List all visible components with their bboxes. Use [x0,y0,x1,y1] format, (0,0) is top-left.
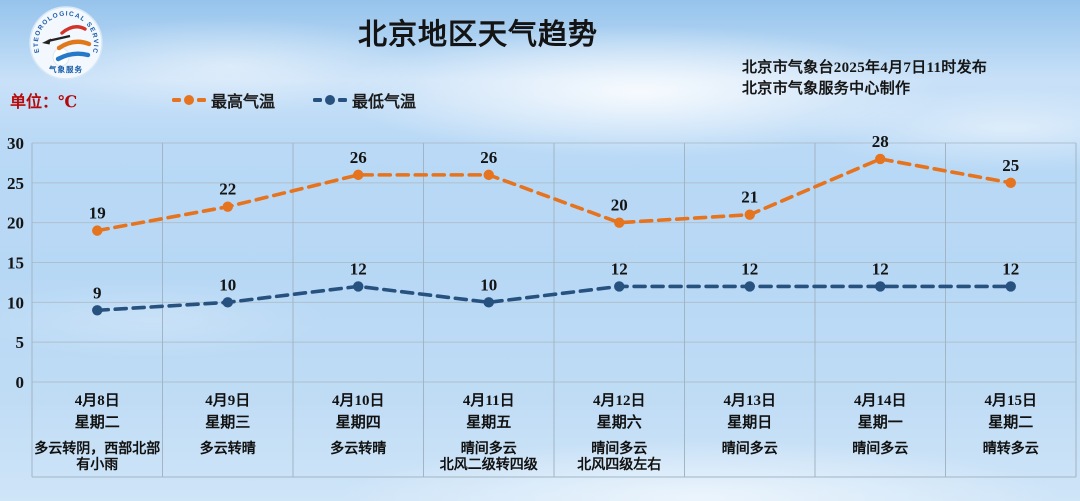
data-point [875,153,886,165]
day-weekday: 星期一 [857,415,903,431]
y-axis-tick: 15 [7,254,24,273]
day-weekday: 星期二 [988,415,1034,431]
data-point-label: 12 [611,259,628,278]
orange-swoosh-icon [56,39,92,51]
data-point [483,297,494,308]
day-column: 4月15日 星期二 晴转多云 [946,383,1077,477]
blue-swoosh-icon [55,51,91,62]
wind-vane-arrowhead [42,38,51,45]
red-swoosh-icon [60,25,87,35]
data-point [92,305,103,316]
legend-label-high-temp: 最高气温 [211,94,276,111]
y-axis-tick: 20 [7,214,24,233]
data-point-label: 28 [872,132,889,151]
day-weather: 晴转多云 [982,442,1039,457]
y-axis-tick: 0 [16,373,25,392]
series-line-high-temp [95,157,1013,233]
unit-label: 单位：℃ [10,94,78,111]
day-weather: 晴间多云 [852,442,909,457]
data-point [222,297,233,308]
series-line-low-temp [95,284,1013,313]
legend-item-low-temp: 最低气温 [313,88,416,112]
data-point-label: 9 [93,283,102,302]
data-point [483,169,494,181]
day-date: 4月13日 [723,393,776,409]
day-column: 4月14日 星期一 晴间多云 [815,383,946,477]
day-date: 4月8日 [74,393,120,409]
high-temp-dashed-line-icon [172,95,206,105]
day-weather: 多云转晴 [330,442,387,457]
data-point [222,201,233,212]
data-point-label: 21 [741,188,758,207]
day-date: 4月11日 [462,393,515,409]
day-date: 4月9日 [205,393,251,409]
y-axis-tick: 25 [7,174,24,193]
data-point [875,281,886,292]
data-point [744,281,755,292]
day-weekday: 星期六 [596,415,642,431]
data-point [744,209,755,220]
data-point [353,169,364,181]
day-weekday: 星期四 [335,415,381,431]
day-date: 4月15日 [984,393,1037,409]
data-point [1005,281,1016,292]
day-weather: 晴间多云 [721,442,778,457]
wind-vane-icon [47,34,71,43]
day-date: 4月12日 [592,393,646,409]
day-column: 4月10日 星期四 多云转晴 [293,383,424,477]
day-column: 4月11日 星期五 晴间多云 北风二级转四级 [424,383,555,477]
day-column: 4月12日 星期六 晴间多云 北风四级左右 [554,383,685,477]
legend-item-high-temp: 最高气温 [172,88,275,112]
day-date: 4月10日 [331,393,385,409]
day-weekday: 星期日 [727,415,773,431]
day-weekday: 星期二 [74,415,120,431]
data-point [1005,177,1016,189]
y-axis-tick: 5 [16,333,25,352]
data-point-label: 20 [611,196,628,215]
data-point-label: 12 [872,259,889,278]
data-point-label: 19 [89,204,106,223]
legend-label-low-temp: 最低气温 [352,94,417,111]
data-point-label: 22 [219,180,236,199]
low-temp-dashed-line-icon [313,95,348,105]
logo-bottom-text: 气象服务 [48,64,83,74]
day-weekday: 星期五 [466,415,512,431]
issue-info: 北京市气象台2025年4月7日11时发布 北京市气象服务中心制作 [742,58,987,100]
day-weather: 晴间多云 北风二级转四级 [439,442,538,473]
page-title: 北京地区天气趋势 [357,19,598,51]
data-point [614,281,625,292]
day-weekday: 星期三 [205,415,251,431]
data-point-label: 26 [350,148,367,167]
data-point [614,217,625,228]
data-point [353,281,364,292]
data-point-label: 12 [350,259,367,278]
day-weather: 多云转晴 [199,442,256,457]
chart-legend: 最高气温 最低气温 [172,88,416,112]
day-date: 4月14日 [853,393,907,409]
data-point-label: 25 [1002,156,1019,175]
y-axis-tick: 10 [7,293,24,312]
day-column: 4月9日 星期三 多云转晴 [163,383,294,477]
issue-line1: 北京市气象台2025年4月7日11时发布 [742,60,988,76]
day-weather: 晴间多云 北风四级左右 [577,442,662,473]
day-column: 4月8日 星期二 多云转阴，西部北部有小雨 [32,383,163,477]
y-axis-tick: 30 [7,134,24,153]
data-point-label: 12 [741,259,758,278]
data-point-label: 10 [480,275,497,294]
forecast-day-table: 4月8日 星期二 多云转阴，西部北部有小雨 4月9日 星期三 多云转晴 4月10… [32,383,1076,477]
data-point-label: 26 [480,148,497,167]
data-point [92,225,103,236]
meteorological-service-logo: METEOROLOGICAL SERVICE 气象服务 [28,5,103,80]
day-weather: 多云转阴，西部北部有小雨 [34,442,161,473]
issue-line2: 北京市气象服务中心制作 [742,81,911,97]
data-point-label: 12 [1002,259,1019,278]
day-column: 4月13日 星期日 晴间多云 [685,383,816,477]
data-point-label: 10 [219,275,236,294]
